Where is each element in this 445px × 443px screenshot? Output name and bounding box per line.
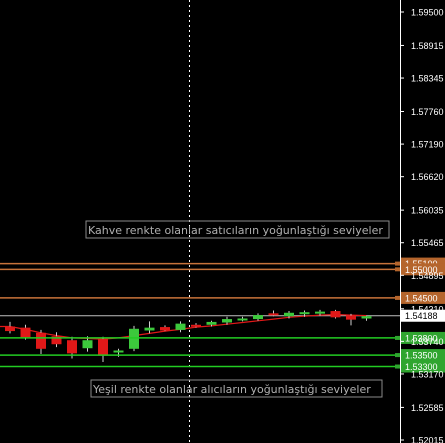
- candle[interactable]: [237, 316, 248, 322]
- candle[interactable]: [20, 324, 31, 340]
- bull-candle-body: [253, 315, 263, 320]
- current-price-label: 1.54188: [405, 311, 438, 321]
- bull-candle-body: [82, 340, 93, 349]
- bull-candle-body: [113, 350, 124, 353]
- current-price-box: [401, 309, 445, 322]
- level-price-label: 1.55000: [405, 265, 438, 275]
- level-price-label: 1.53300: [405, 362, 438, 372]
- candle[interactable]: [268, 310, 279, 317]
- level-marker: [395, 364, 400, 369]
- bear-candle-body: [67, 340, 77, 354]
- candle[interactable]: [175, 321, 186, 333]
- bull-candle-body: [129, 328, 139, 349]
- candle[interactable]: [160, 325, 170, 332]
- bear-candle-body: [268, 313, 279, 316]
- candle[interactable]: [222, 316, 232, 325]
- candle[interactable]: [315, 309, 325, 316]
- price-tick-label: 1.54310: [411, 304, 444, 314]
- support-level-0[interactable]: 1.53800: [0, 331, 445, 344]
- candle[interactable]: [98, 336, 108, 362]
- bull-candle-body: [284, 312, 294, 317]
- bull-candle-body: [237, 318, 248, 321]
- level-marker: [395, 295, 400, 300]
- price-tick-label: 1.53740: [411, 337, 444, 347]
- level-price-tag: [401, 349, 445, 362]
- candle[interactable]: [206, 320, 217, 327]
- candle[interactable]: [51, 332, 62, 348]
- bear-candle-body: [346, 315, 356, 320]
- resistance-level-2[interactable]: 1.54500: [0, 291, 445, 304]
- resistance-level-1[interactable]: 1.55000: [0, 263, 445, 276]
- bear-candle-body: [98, 339, 108, 356]
- level-price-tag: [401, 263, 445, 276]
- bull-candle-body: [361, 316, 372, 319]
- level-marker: [395, 267, 400, 272]
- candle[interactable]: [82, 336, 93, 352]
- candle[interactable]: [361, 315, 372, 321]
- level-price-label: 1.53800: [405, 333, 438, 343]
- buyers-note-box[interactable]: [90, 379, 383, 398]
- price-tick-label: 1.52585: [411, 403, 444, 413]
- level-price-label: 1.53500: [405, 351, 438, 361]
- bear-candle-body: [160, 327, 170, 331]
- price-tick-label: 1.53170: [411, 369, 444, 379]
- bull-candle-body: [206, 321, 217, 325]
- price-tick-label: 1.54895: [411, 271, 444, 281]
- level-price-tag: [401, 360, 445, 373]
- bear-candle-body: [36, 332, 46, 349]
- bull-candle-body: [175, 323, 186, 330]
- sellers-note: Kahve renkte olanlar satıcıların yoğunla…: [88, 224, 383, 237]
- bear-candle-body: [330, 311, 341, 318]
- price-tick-label: 1.58915: [411, 41, 444, 51]
- candle[interactable]: [253, 313, 263, 321]
- bull-candle-body: [144, 327, 155, 331]
- buyers-note: Yeşil renkte olanlar alıcıların yoğunlaş…: [92, 383, 371, 396]
- level-price-tag: [401, 331, 445, 344]
- level-marker: [395, 353, 400, 358]
- current-price-tag: 1.54188: [401, 309, 445, 322]
- bull-candle-body: [315, 311, 325, 314]
- candle[interactable]: [346, 313, 356, 326]
- candle[interactable]: [299, 310, 310, 317]
- price-tick-label: 1.57760: [411, 107, 444, 117]
- price-tick-label: 1.56035: [411, 206, 444, 216]
- bull-candle-body: [222, 319, 232, 323]
- sellers-note-box[interactable]: [85, 220, 390, 239]
- level-price-label: 1.54500: [405, 293, 438, 303]
- price-tick-label: 1.56620: [411, 172, 444, 182]
- support-level-1[interactable]: 1.53500: [0, 349, 445, 362]
- price-tick-label: 1.55465: [411, 238, 444, 248]
- candle[interactable]: [191, 323, 201, 328]
- bear-candle-body: [51, 336, 62, 345]
- level-marker: [395, 335, 400, 340]
- price-tick-label: 1.59500: [411, 8, 444, 18]
- level-marker: [395, 261, 400, 266]
- bear-candle-body: [20, 327, 31, 338]
- candle[interactable]: [330, 309, 341, 319]
- price-tick-label: 1.57190: [411, 140, 444, 150]
- price-tick-label: 1.52015: [411, 436, 444, 443]
- candle[interactable]: [36, 329, 46, 354]
- price-tick-label: 1.58345: [411, 74, 444, 84]
- candle[interactable]: [284, 311, 294, 319]
- support-level-2[interactable]: 1.53300: [0, 360, 445, 373]
- bear-candle-body: [5, 326, 15, 332]
- candle[interactable]: [5, 321, 15, 334]
- level-price-tag: [401, 291, 445, 304]
- bull-candle-body: [299, 312, 310, 315]
- bear-candle-body: [191, 324, 201, 327]
- candle[interactable]: [144, 321, 155, 334]
